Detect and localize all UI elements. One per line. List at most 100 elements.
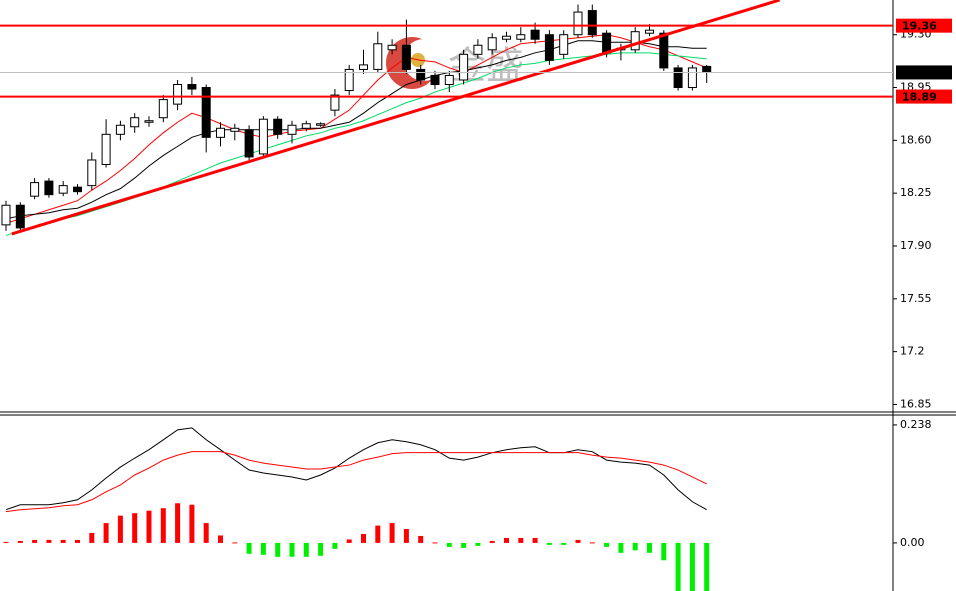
candle-body: [416, 68, 426, 81]
histogram-bar: [604, 542, 610, 547]
candle-body: [530, 29, 540, 40]
histogram-bar: [475, 542, 481, 546]
candle-body: [573, 11, 583, 36]
candle-body: [58, 185, 68, 194]
candle-body: [87, 159, 97, 187]
indicator-line: [5, 451, 707, 513]
candle-body: [201, 87, 211, 138]
candle-body: [401, 44, 411, 70]
candle-body: [244, 129, 254, 158]
candle-body: [258, 118, 268, 155]
histogram-bar: [246, 542, 252, 554]
y-tick-label: 18.25: [900, 186, 932, 199]
histogram-bar: [689, 542, 695, 591]
histogram-bar: [403, 529, 409, 543]
histogram-bar: [160, 508, 166, 543]
histogram-bar: [132, 513, 138, 543]
candle-body: [702, 65, 712, 73]
histogram-bar: [432, 542, 438, 544]
candle-body: [359, 64, 368, 70]
candle-body: [687, 67, 697, 89]
histogram-bar: [675, 542, 681, 591]
histogram-bar: [260, 542, 266, 555]
histogram-bar: [203, 523, 209, 543]
histogram-bar: [175, 503, 181, 543]
trend-line: [11, 0, 781, 236]
histogram-bar: [218, 535, 223, 543]
histogram-bar: [361, 533, 366, 543]
y-tick-label: 0.00: [900, 536, 925, 549]
level-label: 19.36: [902, 20, 937, 33]
histogram-bar: [232, 542, 238, 544]
price-plot: [0, 0, 893, 236]
candle-body: [287, 124, 297, 135]
histogram-bar: [60, 539, 66, 543]
histogram-bar: [146, 510, 152, 543]
level-label: 19.05: [902, 66, 937, 79]
level-label-box: [896, 89, 952, 104]
indicator-line: [5, 427, 707, 511]
candle-body: [301, 123, 311, 129]
candle-body: [73, 186, 82, 193]
histogram-bar: [661, 542, 667, 561]
candle-body: [30, 182, 40, 197]
macd-plot: [3, 427, 710, 591]
candle-body: [15, 204, 25, 229]
candle-body: [430, 74, 440, 86]
candle-body: [1, 204, 11, 226]
candle-body: [187, 84, 197, 90]
histogram-bar: [117, 515, 123, 543]
histogram-bar: [418, 535, 424, 543]
histogram-bar: [589, 542, 595, 544]
histogram-bar: [89, 532, 95, 543]
candle-body: [502, 35, 511, 40]
candle-body: [115, 124, 125, 135]
candle-body: [516, 34, 526, 40]
candle-body: [487, 37, 497, 51]
candle-body: [602, 32, 612, 54]
histogram-bar: [446, 542, 452, 547]
histogram-bar: [303, 542, 309, 557]
candle-body: [158, 99, 168, 119]
candle-body: [444, 74, 454, 86]
level-label-box: [896, 65, 952, 80]
y-tick-label: 0.238: [900, 418, 932, 431]
histogram-bar: [275, 542, 281, 557]
histogram-bar: [461, 542, 467, 548]
histogram-bar: [289, 542, 295, 557]
candle-body: [144, 120, 154, 123]
candle-body: [316, 123, 326, 126]
candle-body: [673, 67, 683, 89]
candle-body: [559, 34, 569, 55]
histogram-bar: [318, 542, 324, 556]
histogram-bar: [103, 523, 109, 543]
histogram-bar: [389, 523, 395, 543]
histogram-bar: [504, 537, 509, 543]
candle-body: [101, 133, 111, 165]
histogram-bar: [32, 539, 38, 543]
candle-body: [273, 118, 283, 135]
candle-body: [44, 180, 54, 196]
histogram-bar: [704, 542, 710, 591]
candle-body: [373, 43, 383, 70]
histogram-bar: [546, 542, 552, 545]
y-tick-label: 17.2: [900, 345, 925, 358]
indicator-line: [5, 40, 707, 220]
histogram-bar: [561, 542, 567, 545]
candle-body: [344, 68, 354, 92]
candle-body: [173, 84, 183, 105]
candle-body: [216, 127, 225, 138]
candle-body: [630, 31, 640, 51]
histogram-bar: [647, 542, 652, 553]
y-tick-label: 16.85: [900, 397, 932, 410]
candle-body: [587, 10, 597, 36]
level-label-box: [896, 18, 952, 33]
histogram-bar: [489, 540, 495, 543]
y-tick-label: 18.60: [900, 133, 932, 146]
histogram-bar: [346, 539, 352, 543]
y-tick-label: 17.55: [900, 292, 932, 305]
candle-body: [459, 53, 469, 81]
indicator-line: [5, 34, 707, 224]
